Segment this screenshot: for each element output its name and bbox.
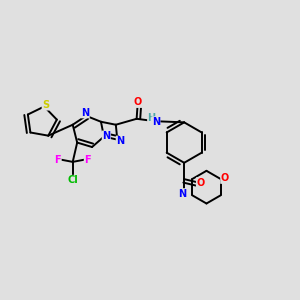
Text: N: N <box>116 136 124 146</box>
Text: N: N <box>102 131 110 141</box>
Text: F: F <box>55 154 61 164</box>
Text: O: O <box>221 173 229 183</box>
Text: H: H <box>147 112 155 123</box>
Text: Cl: Cl <box>67 175 78 185</box>
Text: N: N <box>178 189 186 199</box>
Text: O: O <box>134 98 142 107</box>
Text: F: F <box>84 154 91 164</box>
Text: O: O <box>196 178 205 188</box>
Text: S: S <box>42 100 49 110</box>
Text: N: N <box>152 117 160 127</box>
Text: N: N <box>81 108 89 118</box>
